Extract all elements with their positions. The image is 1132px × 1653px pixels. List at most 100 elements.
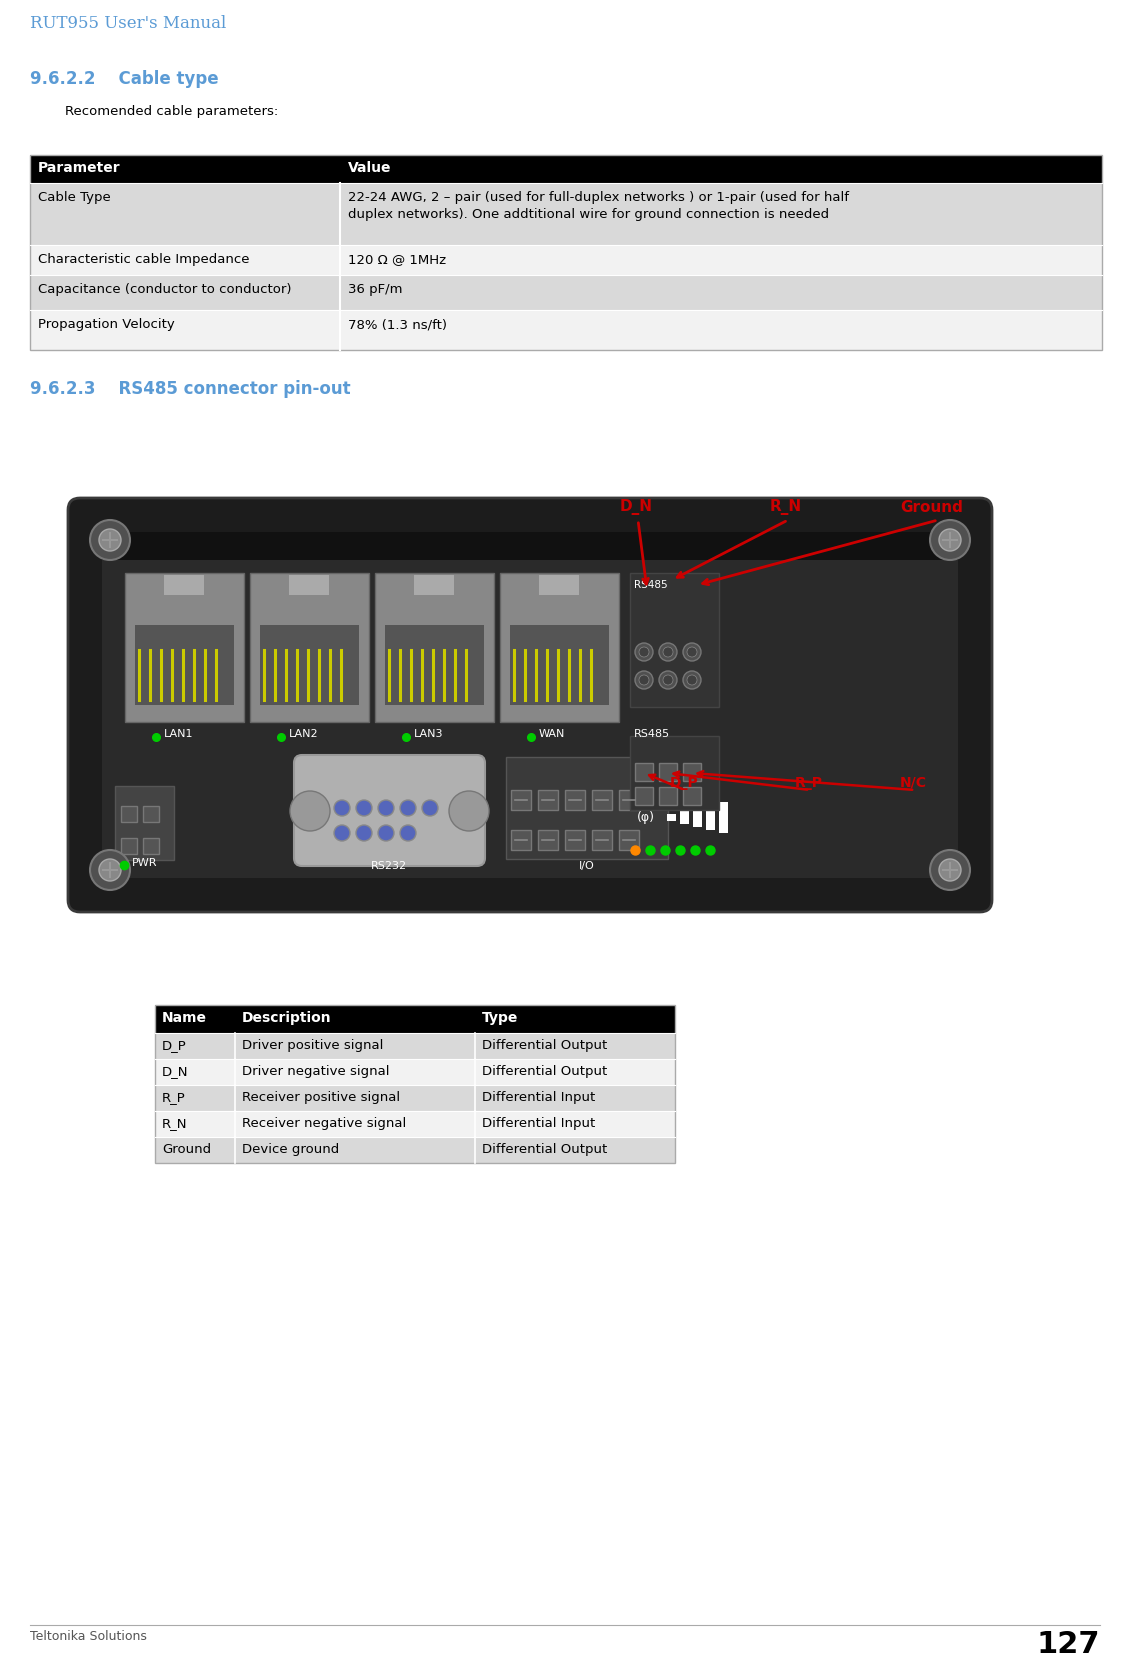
- Circle shape: [931, 521, 970, 560]
- Circle shape: [635, 671, 653, 689]
- Text: Teltonika Solutions: Teltonika Solutions: [31, 1630, 147, 1643]
- Bar: [719, 802, 728, 833]
- Text: 78% (1.3 ns/ft): 78% (1.3 ns/ft): [348, 317, 447, 331]
- Text: Value: Value: [348, 160, 392, 175]
- FancyBboxPatch shape: [635, 787, 653, 805]
- Text: Device ground: Device ground: [242, 1142, 340, 1155]
- FancyBboxPatch shape: [619, 790, 638, 810]
- Text: LAN2: LAN2: [289, 729, 318, 739]
- Text: Differential Input: Differential Input: [482, 1091, 595, 1104]
- Text: 127: 127: [1037, 1630, 1100, 1653]
- FancyBboxPatch shape: [659, 787, 677, 805]
- Text: R_P: R_P: [795, 775, 823, 790]
- Text: R_N: R_N: [770, 499, 803, 516]
- Text: Name: Name: [162, 1012, 207, 1025]
- Circle shape: [98, 529, 121, 550]
- Text: (φ): (φ): [637, 812, 655, 825]
- Bar: [102, 532, 958, 560]
- FancyBboxPatch shape: [155, 1084, 675, 1111]
- Text: Capacitance (conductor to conductor): Capacitance (conductor to conductor): [38, 283, 292, 296]
- Text: Description: Description: [242, 1012, 332, 1025]
- Text: Recomended cable parameters:: Recomended cable parameters:: [65, 106, 278, 117]
- FancyBboxPatch shape: [538, 790, 558, 810]
- Text: RS485: RS485: [634, 729, 670, 739]
- Text: Parameter: Parameter: [38, 160, 121, 175]
- Bar: [260, 625, 359, 704]
- Circle shape: [940, 860, 961, 881]
- Text: Characteristic cable Impedance: Characteristic cable Impedance: [38, 253, 249, 266]
- Circle shape: [683, 643, 701, 661]
- Bar: [414, 575, 454, 595]
- FancyBboxPatch shape: [659, 764, 677, 780]
- FancyBboxPatch shape: [619, 830, 638, 850]
- FancyBboxPatch shape: [125, 574, 245, 722]
- Text: D_P: D_P: [162, 1040, 187, 1051]
- Text: 22-24 AWG, 2 – pair (used for full-duplex networks ) or 1-pair (used for half: 22-24 AWG, 2 – pair (used for full-duple…: [348, 192, 849, 203]
- FancyBboxPatch shape: [143, 838, 158, 855]
- FancyBboxPatch shape: [511, 790, 531, 810]
- Circle shape: [98, 860, 121, 881]
- Circle shape: [663, 674, 674, 684]
- Text: Driver positive signal: Driver positive signal: [242, 1040, 384, 1051]
- Text: R_N: R_N: [162, 1117, 188, 1131]
- Bar: [155, 1005, 675, 1164]
- FancyBboxPatch shape: [121, 807, 137, 822]
- FancyBboxPatch shape: [155, 1111, 675, 1137]
- Circle shape: [659, 671, 677, 689]
- FancyBboxPatch shape: [631, 574, 719, 707]
- Text: LAN3: LAN3: [414, 729, 444, 739]
- FancyBboxPatch shape: [683, 787, 701, 805]
- Text: 9.6.2.3    RS485 connector pin-out: 9.6.2.3 RS485 connector pin-out: [31, 380, 351, 398]
- Circle shape: [378, 825, 394, 841]
- FancyBboxPatch shape: [31, 155, 1101, 183]
- Circle shape: [334, 825, 350, 841]
- Bar: [135, 625, 234, 704]
- FancyBboxPatch shape: [155, 1005, 675, 1033]
- Circle shape: [663, 646, 674, 656]
- FancyBboxPatch shape: [31, 183, 1101, 245]
- FancyBboxPatch shape: [31, 311, 1101, 350]
- Circle shape: [91, 521, 130, 560]
- Text: D_P: D_P: [670, 775, 698, 790]
- Text: I/O: I/O: [580, 861, 595, 871]
- FancyBboxPatch shape: [155, 1137, 675, 1164]
- Bar: [706, 805, 715, 830]
- Text: 36 pF/m: 36 pF/m: [348, 283, 403, 296]
- Text: PWR: PWR: [132, 858, 157, 868]
- Bar: [385, 625, 484, 704]
- Text: LAN1: LAN1: [164, 729, 194, 739]
- Bar: [693, 808, 702, 826]
- FancyBboxPatch shape: [250, 574, 369, 722]
- FancyBboxPatch shape: [294, 755, 484, 866]
- Bar: [164, 575, 204, 595]
- FancyBboxPatch shape: [506, 757, 668, 860]
- Text: D_N: D_N: [620, 499, 653, 516]
- Text: Cable Type: Cable Type: [38, 192, 111, 203]
- FancyBboxPatch shape: [500, 574, 619, 722]
- Circle shape: [378, 800, 394, 817]
- Circle shape: [290, 792, 331, 831]
- FancyBboxPatch shape: [511, 830, 531, 850]
- Circle shape: [683, 671, 701, 689]
- Circle shape: [400, 825, 415, 841]
- FancyBboxPatch shape: [592, 830, 612, 850]
- Bar: [667, 813, 676, 822]
- Circle shape: [334, 800, 350, 817]
- Text: RUT955 User's Manual: RUT955 User's Manual: [31, 15, 226, 31]
- Bar: [289, 575, 329, 595]
- Circle shape: [659, 643, 677, 661]
- Bar: [680, 812, 689, 823]
- Bar: [539, 575, 578, 595]
- Text: N/C: N/C: [900, 775, 927, 790]
- FancyBboxPatch shape: [592, 790, 612, 810]
- Text: Ground: Ground: [900, 499, 963, 516]
- FancyBboxPatch shape: [121, 838, 137, 855]
- FancyBboxPatch shape: [102, 532, 958, 878]
- Text: Type: Type: [482, 1012, 518, 1025]
- Text: Receiver positive signal: Receiver positive signal: [242, 1091, 400, 1104]
- Text: WAN: WAN: [539, 729, 565, 739]
- Circle shape: [355, 825, 372, 841]
- Text: RS232: RS232: [371, 861, 408, 871]
- Text: Differential Output: Differential Output: [482, 1142, 607, 1155]
- Circle shape: [687, 674, 697, 684]
